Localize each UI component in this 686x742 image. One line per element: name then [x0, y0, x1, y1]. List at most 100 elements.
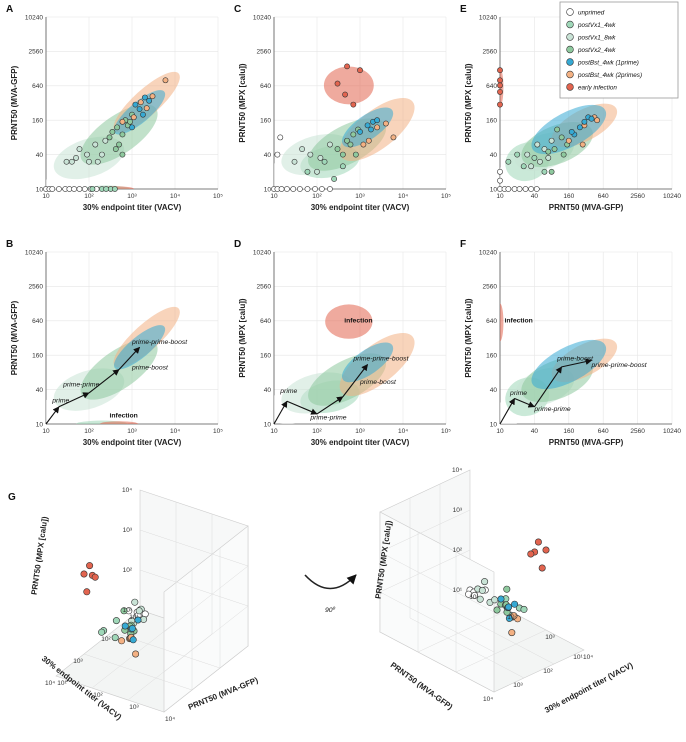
y-tick-label: 10³: [513, 682, 523, 689]
y-tick-label: 2560: [257, 49, 272, 56]
y-tick-label: 160: [486, 118, 497, 125]
point-postVx1_8wk: [307, 151, 314, 158]
y-tick-label: 160: [486, 353, 497, 360]
point3d-early_infection: [527, 550, 535, 558]
point-postBst_4wk_1prime: [146, 97, 153, 104]
y-tick-label: 10²: [543, 668, 553, 675]
point-early_infection: [350, 101, 357, 108]
point-early_infection: [334, 80, 341, 87]
x-tick-label: 10: [270, 193, 278, 200]
y-tick-label: 2560: [483, 49, 498, 56]
y-tick-label: 640: [486, 83, 497, 90]
point3d-postVx1_8wk: [135, 607, 143, 615]
y-tick-label: 10²: [93, 692, 103, 699]
x-tick-label: 2560: [630, 193, 645, 200]
ellipse-layer: [46, 306, 180, 424]
point-postBst_4wk_2primes: [162, 77, 169, 84]
point-unprimed: [81, 186, 88, 192]
cube-grid: [379, 469, 585, 693]
x-tick-label: 10¹: [129, 614, 139, 621]
trajectory-arrow: [45, 406, 60, 425]
panel-letter: B: [6, 239, 13, 250]
point3d-postBst_4wk_1prime: [497, 595, 505, 603]
y-axis-title: PRNT50 (MVA-GFP): [10, 300, 19, 375]
point-postVx1_4wk: [89, 186, 96, 192]
point-unprimed: [277, 134, 284, 141]
point-unprimed: [497, 168, 503, 175]
y-tick-label: 640: [260, 318, 271, 325]
point3d-early_infection: [80, 570, 88, 578]
z-tick-label: 10¹: [453, 587, 463, 594]
legend-swatch-unprimed: [566, 8, 574, 16]
point-postVx1_8wk: [548, 137, 555, 144]
trajectory-label: prime-prime: [62, 382, 99, 389]
x-tick-label: 10³: [127, 193, 137, 200]
x-tick-label: 10⁵: [441, 428, 451, 435]
gridline: [379, 591, 495, 653]
point-postBst_4wk_1prime: [357, 128, 363, 135]
point-early_infection: [342, 91, 348, 98]
point-postVx1_8wk: [102, 137, 109, 144]
point-postVx2_4wk: [558, 134, 565, 141]
point-unprimed: [528, 186, 534, 192]
x-tick-label: 10⁵: [213, 193, 223, 200]
legend-label: unprimed: [578, 9, 605, 16]
trajectory-label: prime: [51, 397, 69, 404]
z-tick-label: 10⁴: [122, 487, 132, 494]
point-postBst_4wk_1prime: [581, 118, 588, 125]
point3d-postBst_4wk_1prime: [134, 616, 142, 624]
legend: unprimed postVx1_4wk postVx1_8wk postVx2_4w…: [559, 1, 679, 99]
trajectory-label: prime-prime-boost: [591, 362, 648, 369]
point-postVx2_4wk: [545, 148, 552, 155]
point-postBst_4wk_2primes: [579, 141, 586, 148]
trajectory-arrow: [316, 396, 344, 415]
y-tick-label: 10: [36, 421, 44, 428]
point-postVx1_8wk: [68, 158, 75, 165]
point3d-postVx2_4wk: [493, 606, 501, 614]
trajectory-arrow: [342, 363, 369, 398]
ellipse-early_infection: [500, 303, 504, 342]
point3d-postBst_4wk_1prime: [505, 603, 513, 611]
z-tick-label: 10⁴: [452, 467, 462, 474]
point3d-early_infection: [534, 538, 542, 546]
point-early_infection: [357, 67, 363, 74]
panel-f: 10 40 160 640 2560 10240 10 40 160 640 2560 10240 F P…: [460, 239, 681, 447]
y-tick-label: 10240: [479, 14, 497, 21]
point-unprimed: [278, 186, 285, 192]
point-unprimed: [71, 186, 77, 192]
x-tick-label: 10³: [355, 193, 365, 200]
point-postVx1_8wk: [291, 158, 298, 165]
point-postVx1_8wk: [537, 158, 543, 165]
point-postVx1_4wk: [321, 158, 328, 165]
y-tick-label: 10: [490, 421, 498, 428]
point-postVx1_4wk: [505, 158, 512, 165]
legend-label: postBst_4wk (2primes): [577, 72, 642, 79]
y-tick-label: 160: [32, 118, 43, 125]
y-tick-label: 10240: [253, 249, 271, 256]
trajectory-arrow: [286, 400, 318, 415]
point-postVx1_4wk: [331, 176, 338, 182]
z-axis-title: PRNT50 (MPX [calu]): [30, 516, 50, 596]
point-postBst_4wk_1prime: [364, 122, 371, 129]
y-axis-title: PRNT50 (MPX [calu]): [238, 298, 247, 377]
point-early_infection: [497, 82, 503, 89]
point-postBst_4wk_2primes: [360, 141, 367, 148]
point-postVx1_8wk: [86, 158, 92, 165]
point-postBst_4wk_1prime: [140, 111, 146, 118]
point3d-postBst_4wk_1prime: [121, 622, 129, 630]
panel-letter: A: [6, 4, 13, 15]
gridline: [409, 617, 525, 679]
point-postBst_4wk_1prime: [142, 94, 148, 101]
y-tick-label: 2560: [257, 284, 272, 291]
x-tick-label: 2560: [630, 428, 645, 435]
ellipse-postBst_4wk_1prime: [531, 339, 607, 390]
point-postVx2_4wk: [339, 151, 346, 158]
y-tick-label: 640: [32, 83, 43, 90]
ellipse-early_infection: [99, 421, 139, 424]
trajectory-label: prime-boost: [556, 355, 594, 362]
trajectory-label: prime-prime-boost: [131, 339, 188, 346]
y-tick-label: 10³: [129, 704, 139, 711]
point-postBst_4wk_1prime: [588, 115, 595, 122]
point-postVx2_4wk: [347, 141, 354, 148]
x-tick-label: 10⁴: [583, 654, 593, 661]
